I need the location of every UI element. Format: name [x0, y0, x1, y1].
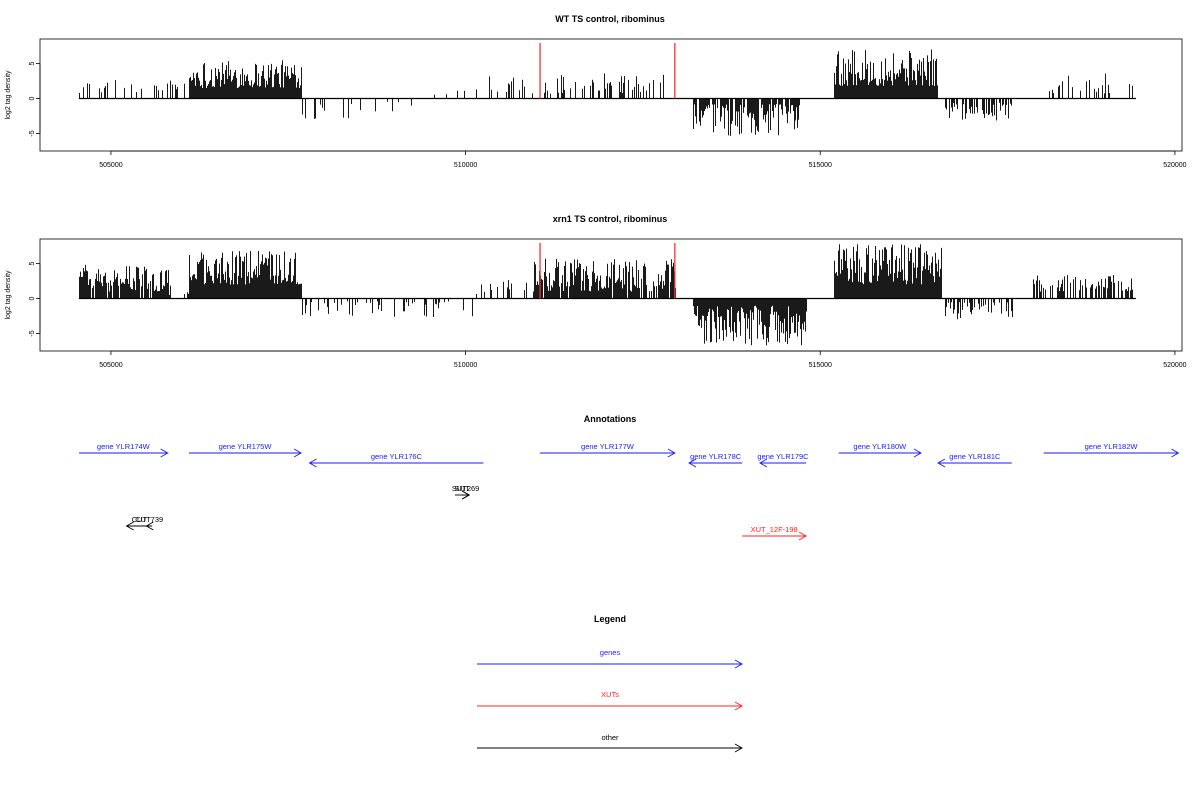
panel-wt-xtick-label-2: 515000 [809, 162, 832, 169]
feature-gene-ylr182w-arrowhead [1171, 448, 1180, 458]
panel-xrn1-ytick-label-1: 0 [29, 296, 36, 300]
annotations-title: Annotations [584, 414, 637, 424]
feature-gene-ylr176c: gene YLR176C [308, 452, 484, 468]
annotations: Annotations gene YLR174W gene YLR175Wgene… [79, 414, 1180, 541]
legend-other-label: other [601, 733, 619, 742]
feature-gene-ylr174w: gene YLR174W [79, 442, 169, 458]
panel-wt-yaxis: -5 0 5 [29, 61, 41, 137]
feature-sut269: SUT269 [452, 484, 480, 500]
feature-gene-ylr176c-label: gene YLR176C [371, 452, 423, 461]
panel-xrn1-xtick-label-2: 515000 [809, 362, 832, 369]
panel-xrn1-title: xrn1 TS control, ribominus [553, 214, 668, 224]
feature-gene-ylr182w-label: gene YLR182W [1085, 442, 1139, 451]
legend: Legend genes XUTs other [477, 614, 743, 753]
feature-gene-ylr178c: gene YLR178C [688, 452, 743, 468]
panel-xrn1-xaxis: 505000 510000 515000 520000 [99, 350, 1187, 369]
feature-sut269-label: SUT269 [452, 484, 480, 493]
legend-other-arrowhead [734, 743, 743, 753]
legend-xuts-arrowhead [734, 701, 743, 711]
legend-genes-label: genes [600, 648, 621, 657]
feature-gene-ylr177w: gene YLR177W [540, 442, 676, 458]
feature-gene-ylr182w: gene YLR182W [1043, 442, 1180, 458]
feature-gene-ylr176c-arrowhead [308, 458, 317, 468]
feature-gene-ylr175w-arrowhead [293, 448, 302, 458]
panel-xrn1-xtick-label-1: 510000 [454, 362, 477, 369]
feature-gene-ylr179c-arrowhead [759, 458, 768, 468]
feature-gene-ylr174w-label: gene YLR174W [97, 442, 151, 451]
panel-xrn1: xrn1 TS control, ribominus log2 tag dens… [5, 214, 1187, 369]
feature-sut-label: SUT [455, 484, 470, 493]
feature-cut-label: CUT [132, 515, 148, 524]
feature-xut-12f-198: XUT_12F-198 [742, 525, 807, 541]
panel-xrn1-ytick-label-2: 5 [29, 261, 36, 265]
feature-cut739-arrowhead [145, 521, 154, 531]
panel-wt-xtick-label-3: 520000 [1163, 162, 1186, 169]
feature-cut-arrowhead [125, 521, 134, 531]
feature-gene-ylr181c-label: gene YLR181C [949, 452, 1001, 461]
feature-gene-ylr181c: gene YLR181C [937, 452, 1012, 468]
panel-xrn1-xtick-label-3: 520000 [1163, 362, 1186, 369]
feature-gene-ylr177w-arrowhead [667, 448, 676, 458]
panel-xrn1-bars [79, 243, 1136, 346]
feature-gene-ylr179c: gene YLR179C [757, 452, 809, 468]
panel-wt-xaxis: 505000 510000 515000 520000 [99, 150, 1187, 169]
feature-gene-ylr175w: gene YLR175W [188, 442, 302, 458]
feature-xut-12f-198-arrowhead [798, 531, 807, 541]
panel-wt-ylabel: log2 tag density [5, 70, 12, 120]
panel-wt-xtick-label-1: 510000 [454, 162, 477, 169]
panel-wt-ytick-label-2: 5 [29, 61, 36, 65]
feature-cut739: CUT739 [135, 515, 163, 531]
feature-cut739-label: CUT739 [135, 515, 163, 524]
legend-genes-arrowhead [734, 659, 743, 669]
feature-xut-12f-198-label: XUT_12F-198 [751, 525, 798, 534]
feature-gene-ylr175w-label: gene YLR175W [219, 442, 273, 451]
panel-wt-ytick-label-0: -5 [29, 130, 36, 136]
legend-item-other: other [477, 733, 743, 753]
panel-xrn1-yaxis: -5 0 5 [29, 261, 41, 337]
panel-xrn1-ylabel: log2 tag density [5, 270, 12, 320]
legend-title: Legend [594, 614, 626, 624]
feature-gene-ylr180w: gene YLR180W [838, 442, 922, 458]
panel-wt-bars [79, 43, 1136, 136]
feature-gene-ylr180w-label: gene YLR180W [853, 442, 907, 451]
feature-sut269-arrowhead [461, 490, 471, 500]
panel-wt-xtick-label-0: 505000 [99, 162, 122, 169]
feature-gene-ylr179c-label: gene YLR179C [757, 452, 809, 461]
feature-gene-ylr178c-arrowhead [688, 458, 697, 468]
feature-gene-ylr180w-arrowhead [913, 448, 922, 458]
panel-wt-ytick-label-1: 0 [29, 96, 36, 100]
legend-item-xuts: XUTs [477, 690, 743, 711]
legend-xuts-label: XUTs [601, 690, 619, 699]
panel-wt-title: WT TS control, ribominus [555, 14, 665, 24]
panel-wt: WT TS control, ribominus log2 tag densit… [5, 14, 1187, 169]
annotation-features: gene YLR174W gene YLR175W gene YLR176C gene… [79, 442, 1180, 541]
feature-gene-ylr177w-label: gene YLR177W [581, 442, 635, 451]
feature-gene-ylr178c-label: gene YLR178C [690, 452, 742, 461]
feature-gene-ylr174w-arrowhead [160, 448, 169, 458]
panel-xrn1-ytick-label-0: -5 [29, 330, 36, 336]
panel-xrn1-xtick-label-0: 505000 [99, 362, 122, 369]
feature-gene-ylr181c-arrowhead [937, 458, 946, 468]
legend-item-genes: genes [477, 648, 743, 669]
